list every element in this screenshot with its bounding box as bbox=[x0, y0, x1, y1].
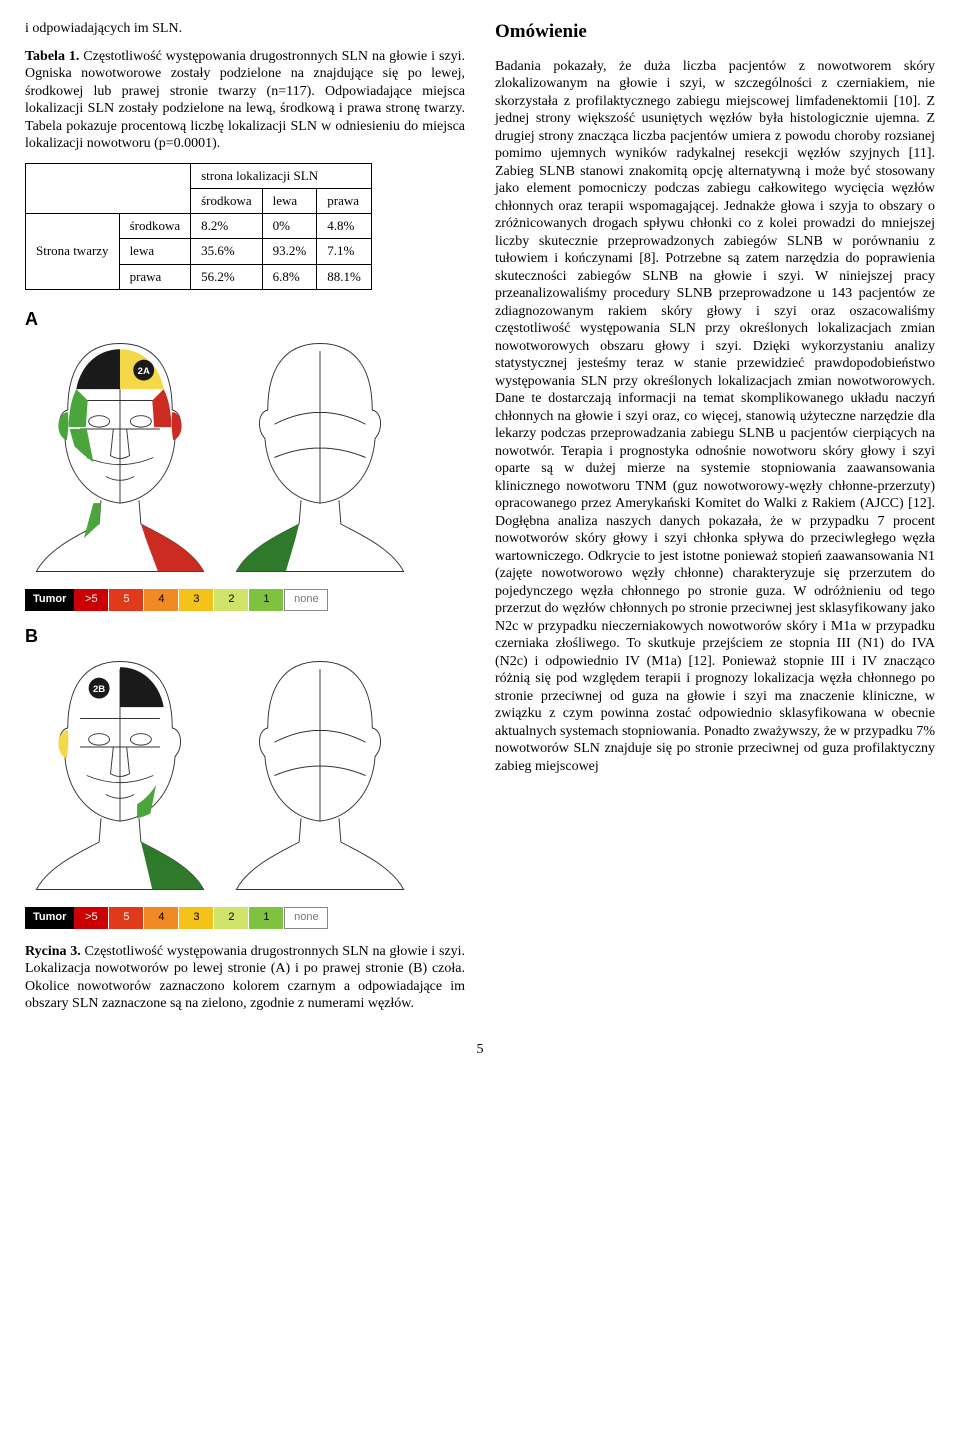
cell-0-0: 8.2% bbox=[191, 214, 263, 239]
left-column: i odpowiadających im SLN. Tabela 1. Częs… bbox=[25, 20, 465, 1023]
legend-bar-b: Tumor >554321 none bbox=[25, 907, 465, 929]
row-label-0: środkowa bbox=[119, 214, 191, 239]
col-header-1: lewa bbox=[262, 188, 317, 213]
page-number: 5 bbox=[25, 1041, 935, 1059]
svg-text:2A: 2A bbox=[138, 366, 150, 377]
cell-1-0: 35.6% bbox=[191, 239, 263, 264]
legend-bar-a: Tumor >554321 none bbox=[25, 589, 465, 611]
legend-cell-3: 3 bbox=[179, 589, 214, 611]
right-column: Omówienie Badania pokazały, że duża licz… bbox=[495, 20, 935, 1023]
cell-1-1: 93.2% bbox=[262, 239, 317, 264]
cell-1-2: 7.1% bbox=[317, 239, 372, 264]
figure-caption-text: Częstotliwość występowania drugostronnyc… bbox=[25, 944, 465, 1012]
legend-cell-2: 4 bbox=[144, 589, 179, 611]
head-a-back-icon bbox=[225, 334, 415, 581]
cell-0-2: 4.8% bbox=[317, 214, 372, 239]
svg-text:2B: 2B bbox=[93, 684, 105, 695]
legend-label-a: Tumor bbox=[25, 589, 74, 611]
legend-cell-1: 5 bbox=[109, 589, 144, 611]
legend-cell-4: 2 bbox=[214, 589, 249, 611]
figure-panel-b: B bbox=[25, 625, 465, 929]
row-group-label: Strona twarzy bbox=[26, 214, 120, 290]
panel-a-label: A bbox=[25, 308, 465, 331]
figure-caption: Rycina 3. Częstotliwość występowania dru… bbox=[25, 943, 465, 1013]
row-label-2: prawa bbox=[119, 264, 191, 289]
table-caption-text: Częstotliwość występowania drugostronnyc… bbox=[25, 49, 465, 152]
legend-cell-1: 5 bbox=[109, 907, 144, 929]
figure-caption-label: Rycina 3. bbox=[25, 944, 81, 959]
head-a-front-icon: 2A bbox=[25, 334, 215, 581]
row-label-1: lewa bbox=[119, 239, 191, 264]
legend-label-b: Tumor bbox=[25, 907, 74, 929]
cell-2-0: 56.2% bbox=[191, 264, 263, 289]
col-header-0: środkowa bbox=[191, 188, 263, 213]
table-caption: Tabela 1. Częstotliwość występowania dru… bbox=[25, 48, 465, 153]
legend-cell-2: 4 bbox=[144, 907, 179, 929]
table-caption-label: Tabela 1. bbox=[25, 49, 79, 64]
legend-cell-5: 1 bbox=[249, 907, 284, 929]
figure-panel-a: A bbox=[25, 308, 465, 612]
legend-cell-0: >5 bbox=[74, 589, 109, 611]
legend-none-b: none bbox=[284, 907, 328, 929]
cell-2-2: 88.1% bbox=[317, 264, 372, 289]
discussion-body: Badania pokazały, że duża liczba pacjent… bbox=[495, 58, 935, 776]
head-b-front-icon: 2B bbox=[25, 652, 215, 899]
head-b-back-icon bbox=[225, 652, 415, 899]
legend-cell-4: 2 bbox=[214, 907, 249, 929]
legend-cell-3: 3 bbox=[179, 907, 214, 929]
legend-cell-0: >5 bbox=[74, 907, 109, 929]
intro-text: i odpowiadających im SLN. bbox=[25, 20, 465, 38]
table-header-group: strona lokalizacji SLN bbox=[191, 163, 372, 188]
panel-b-label: B bbox=[25, 625, 465, 648]
col-header-2: prawa bbox=[317, 188, 372, 213]
cell-2-1: 6.8% bbox=[262, 264, 317, 289]
cell-0-1: 0% bbox=[262, 214, 317, 239]
section-heading: Omówienie bbox=[495, 20, 935, 44]
legend-none-a: none bbox=[284, 589, 328, 611]
legend-cell-5: 1 bbox=[249, 589, 284, 611]
sln-frequency-table: strona lokalizacji SLN środkowa lewa pra… bbox=[25, 163, 372, 290]
